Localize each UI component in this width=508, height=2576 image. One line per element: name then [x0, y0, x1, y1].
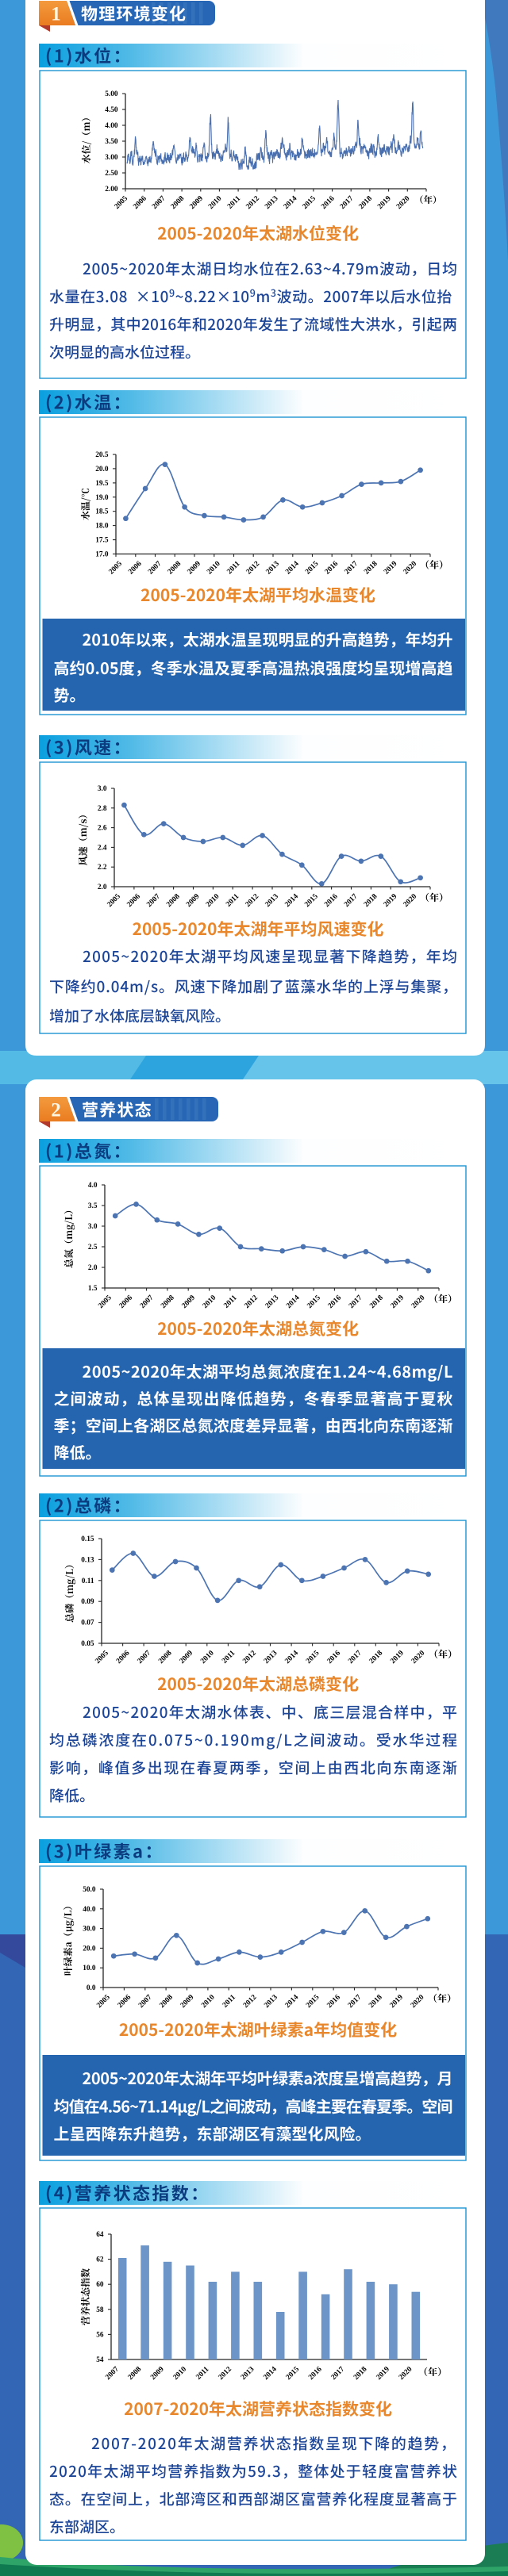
svg-text:19.5: 19.5 [95, 480, 109, 488]
svg-text:3.50: 3.50 [105, 138, 118, 146]
svg-text:17.5: 17.5 [95, 537, 109, 545]
svg-text:18.0: 18.0 [95, 523, 109, 531]
svg-text:2: 2 [51, 1100, 61, 1121]
svg-text:5.00: 5.00 [105, 90, 118, 98]
svg-text:2.5: 2.5 [88, 1244, 98, 1252]
svg-text:2.6: 2.6 [98, 825, 107, 833]
svg-text:0.09: 0.09 [81, 1598, 94, 1606]
svg-text:0.13: 0.13 [81, 1556, 94, 1564]
svg-text:4.0: 4.0 [88, 1182, 98, 1190]
svg-text:2.50: 2.50 [105, 170, 118, 178]
svg-text:3.00: 3.00 [105, 154, 118, 162]
svg-text:0.15: 0.15 [81, 1535, 94, 1543]
svg-text:40.0: 40.0 [83, 1906, 96, 1914]
svg-text:18.5: 18.5 [95, 508, 109, 516]
svg-text:20.5: 20.5 [95, 451, 109, 459]
svg-text:0.07: 0.07 [81, 1620, 94, 1627]
svg-text:4.50: 4.50 [105, 106, 118, 114]
svg-text:1: 1 [51, 4, 61, 25]
svg-text:2.4: 2.4 [98, 844, 107, 852]
svg-text:4.00: 4.00 [105, 122, 118, 130]
svg-text:2.0: 2.0 [88, 1264, 98, 1272]
svg-text:3.5: 3.5 [88, 1202, 98, 1210]
svg-text:64: 64 [96, 2231, 104, 2239]
svg-text:19.0: 19.0 [95, 494, 109, 502]
svg-text:2.8: 2.8 [98, 805, 107, 813]
svg-text:0.05: 0.05 [81, 1640, 94, 1648]
svg-text:60: 60 [96, 2281, 104, 2289]
svg-text:50.0: 50.0 [83, 1886, 96, 1894]
svg-text:1.5: 1.5 [88, 1285, 98, 1293]
svg-text:20.0: 20.0 [95, 466, 109, 473]
svg-text:2.2: 2.2 [98, 864, 107, 872]
svg-text:20.0: 20.0 [83, 1945, 96, 1953]
svg-text:62: 62 [96, 2256, 104, 2264]
svg-text:0.11: 0.11 [82, 1577, 94, 1585]
svg-text:0.0: 0.0 [87, 1984, 96, 1992]
svg-text:10.0: 10.0 [83, 1965, 96, 1972]
svg-text:2.00: 2.00 [105, 186, 118, 194]
svg-text:17.0: 17.0 [95, 551, 109, 559]
svg-text:58: 58 [96, 2306, 104, 2314]
svg-text:54: 54 [96, 2356, 104, 2364]
svg-text:2.0: 2.0 [98, 884, 107, 891]
svg-text:3.0: 3.0 [88, 1223, 98, 1231]
svg-text:56: 56 [96, 2331, 104, 2339]
svg-text:30.0: 30.0 [83, 1926, 96, 1934]
svg-text:3.0: 3.0 [98, 785, 107, 793]
